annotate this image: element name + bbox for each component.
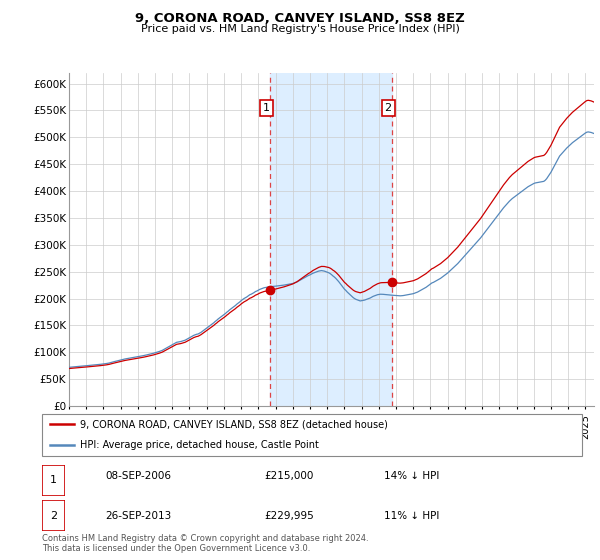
Text: 1: 1 bbox=[263, 103, 270, 113]
Text: HPI: Average price, detached house, Castle Point: HPI: Average price, detached house, Cast… bbox=[80, 441, 319, 450]
Text: Contains HM Land Registry data © Crown copyright and database right 2024.
This d: Contains HM Land Registry data © Crown c… bbox=[42, 534, 368, 553]
FancyBboxPatch shape bbox=[42, 500, 65, 531]
Text: 9, CORONA ROAD, CANVEY ISLAND, SS8 8EZ: 9, CORONA ROAD, CANVEY ISLAND, SS8 8EZ bbox=[135, 12, 465, 25]
Text: £229,995: £229,995 bbox=[264, 511, 314, 521]
FancyBboxPatch shape bbox=[42, 465, 65, 496]
FancyBboxPatch shape bbox=[42, 414, 582, 456]
Text: 26-SEP-2013: 26-SEP-2013 bbox=[105, 511, 171, 521]
Bar bbox=[270, 73, 392, 406]
Text: 9, CORONA ROAD, CANVEY ISLAND, SS8 8EZ (detached house): 9, CORONA ROAD, CANVEY ISLAND, SS8 8EZ (… bbox=[80, 419, 388, 430]
Text: 08-SEP-2006: 08-SEP-2006 bbox=[105, 470, 171, 480]
Text: 11% ↓ HPI: 11% ↓ HPI bbox=[384, 511, 439, 521]
Text: Price paid vs. HM Land Registry's House Price Index (HPI): Price paid vs. HM Land Registry's House … bbox=[140, 24, 460, 34]
Text: 2: 2 bbox=[50, 511, 57, 521]
Text: 2: 2 bbox=[385, 103, 392, 113]
Text: £215,000: £215,000 bbox=[264, 470, 313, 480]
Text: 1: 1 bbox=[50, 475, 57, 485]
Text: 14% ↓ HPI: 14% ↓ HPI bbox=[384, 470, 439, 480]
